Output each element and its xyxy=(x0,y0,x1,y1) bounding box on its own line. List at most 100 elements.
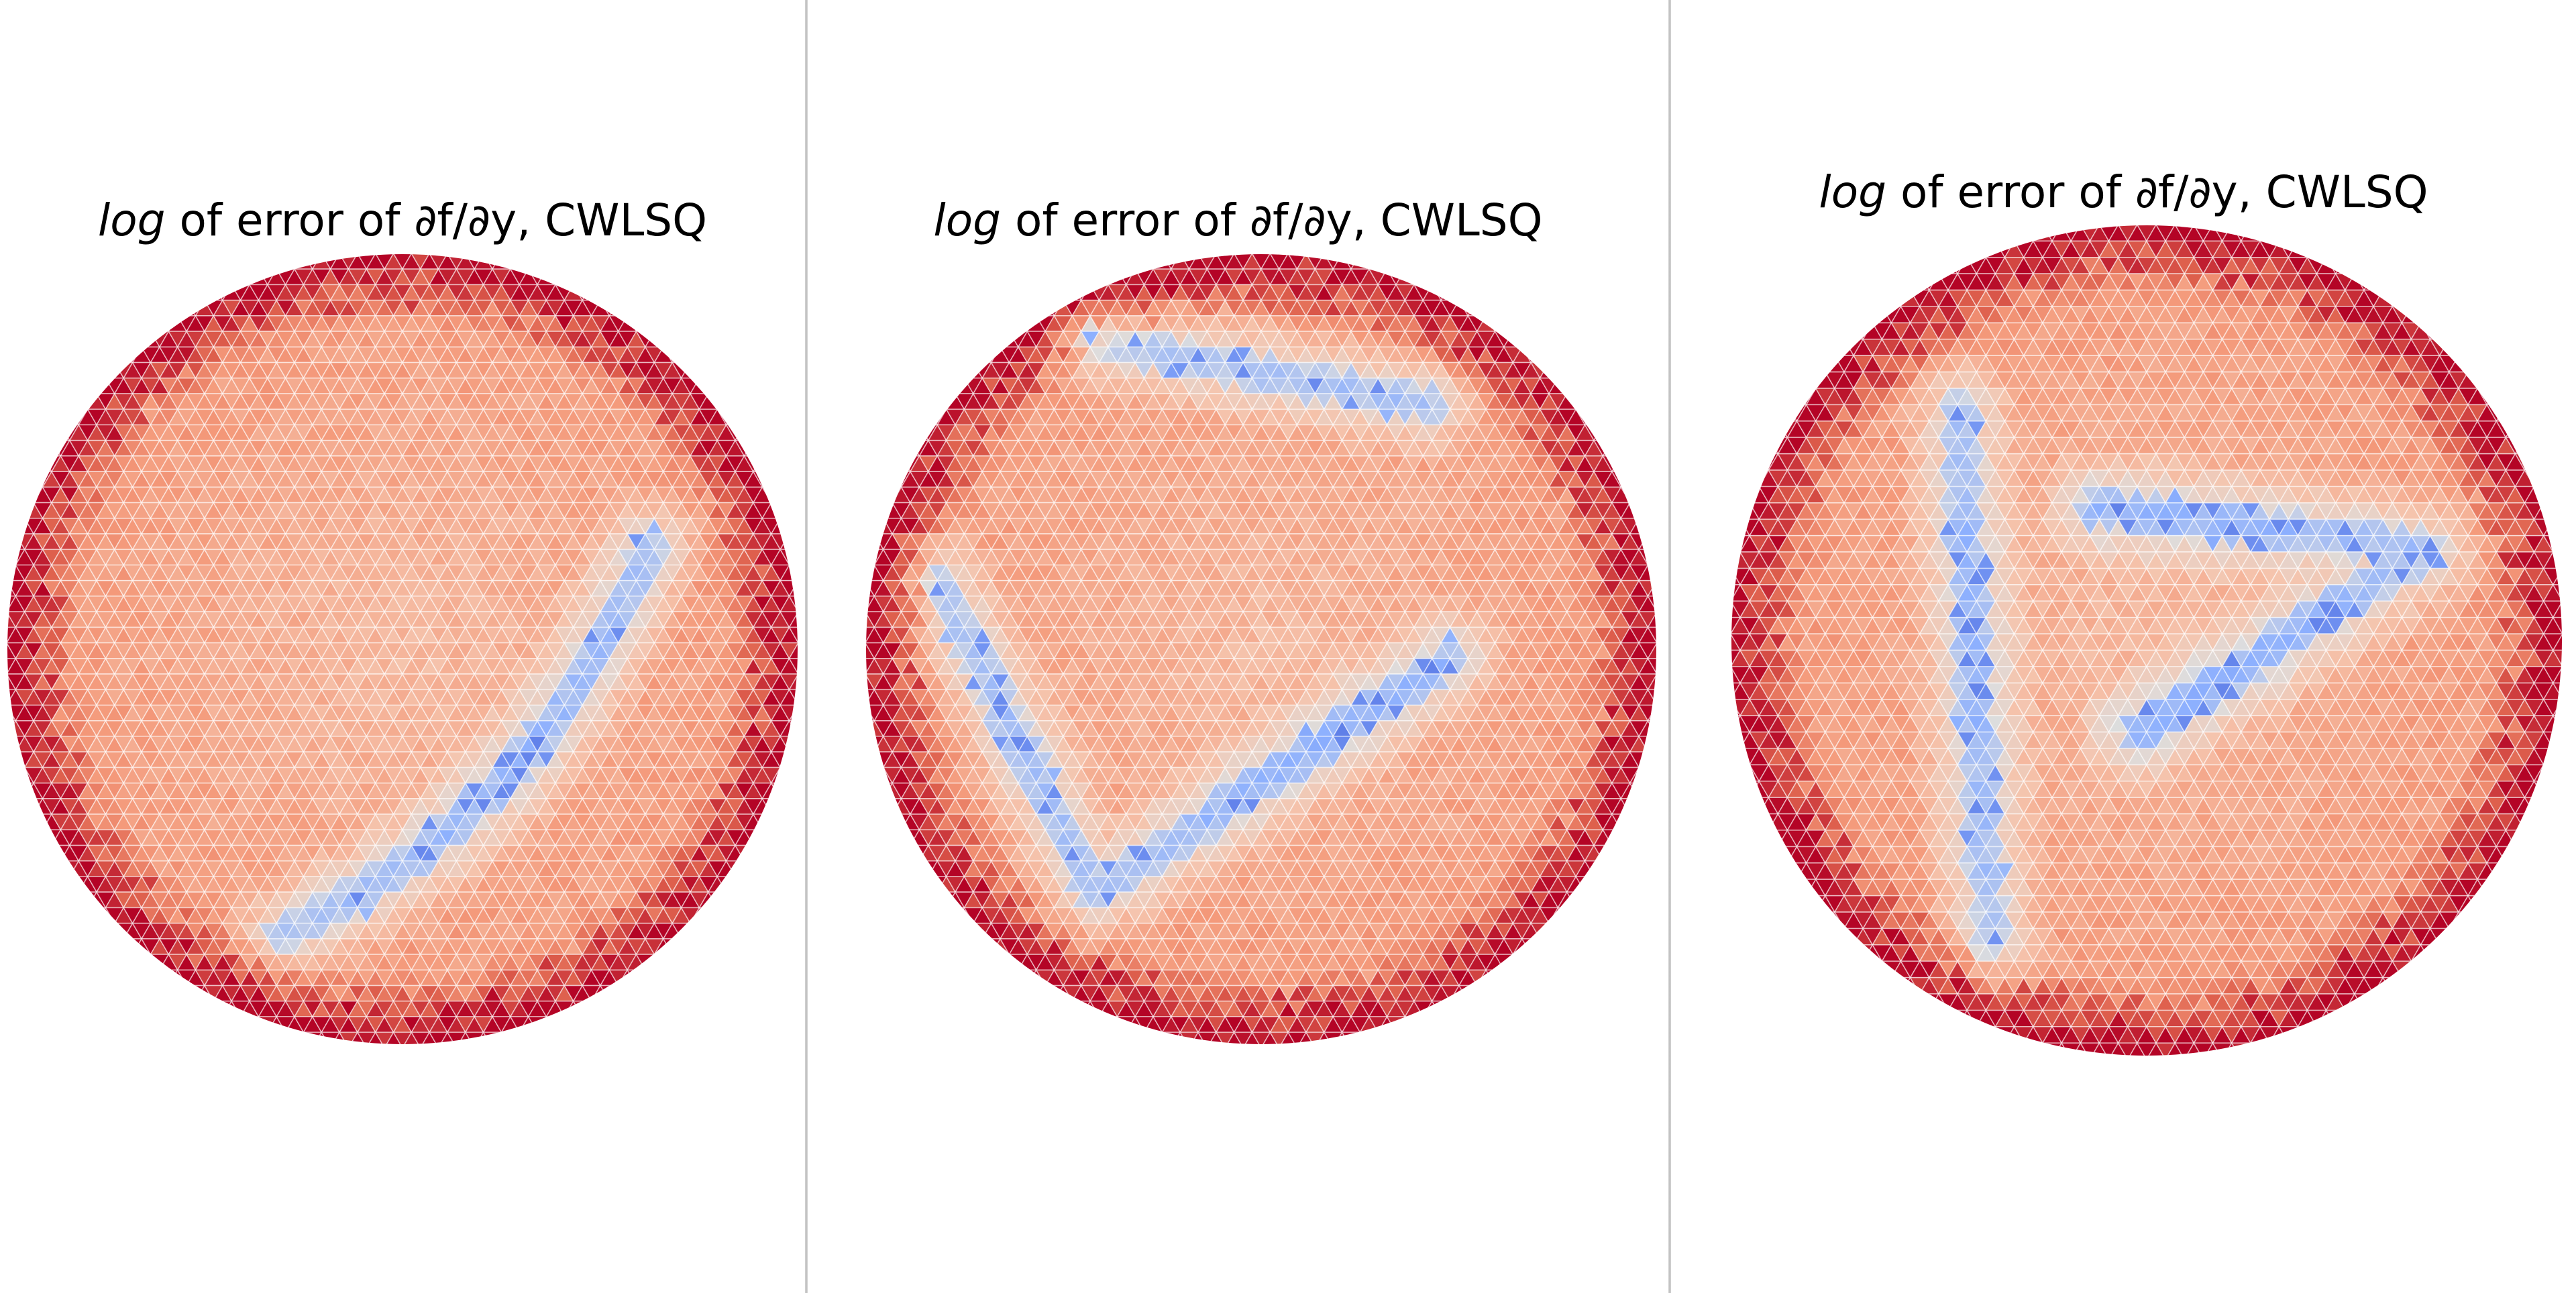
mesh-triangle xyxy=(168,985,188,1003)
mesh-triangle xyxy=(1062,283,1083,301)
mesh-triangle xyxy=(972,331,993,349)
mesh-triangle xyxy=(7,548,17,566)
mesh-triangle xyxy=(743,439,763,457)
mesh-triangle xyxy=(23,439,44,457)
mesh-triangle xyxy=(779,532,798,551)
mesh-cells xyxy=(866,254,1656,1044)
mesh-triangle xyxy=(150,315,170,332)
mesh-triangle xyxy=(770,782,790,800)
mesh-triangle xyxy=(707,906,728,924)
mesh-triangle xyxy=(1125,254,1146,270)
mesh-triangle xyxy=(303,1031,323,1044)
mesh-triangle xyxy=(564,268,584,286)
mesh-triangle xyxy=(1404,254,1424,270)
mesh-triangle xyxy=(1476,299,1496,317)
mesh-triangle xyxy=(788,766,798,784)
mesh-triangle xyxy=(7,517,26,535)
mesh-triangle xyxy=(644,315,665,333)
plot-title: log of error of ∂f/∂y, CWLSQ xyxy=(808,199,1668,243)
mesh-triangle xyxy=(500,254,521,270)
mesh-triangle xyxy=(473,254,494,270)
mesh-triangle xyxy=(7,766,17,784)
mesh-triangle xyxy=(698,907,718,925)
mesh-triangle xyxy=(95,361,116,380)
mesh-triangle xyxy=(788,751,798,769)
mesh-triangle xyxy=(7,533,17,551)
mesh-triangle xyxy=(221,268,241,286)
mesh-triangle xyxy=(1386,254,1406,270)
mesh-triangle xyxy=(945,378,965,395)
mesh-triangle xyxy=(653,954,674,972)
mesh-triangle xyxy=(1529,345,1550,363)
mesh-triangle xyxy=(545,1016,566,1033)
mesh-triangle xyxy=(536,1031,557,1044)
mesh-triangle xyxy=(1629,471,1649,488)
mesh-triangle xyxy=(1395,254,1415,270)
mesh-triangle xyxy=(927,392,948,410)
mesh-triangle xyxy=(536,268,557,286)
mesh-triangle xyxy=(1638,486,1656,504)
mesh-triangle xyxy=(105,938,125,956)
mesh-triangle xyxy=(1467,299,1487,317)
mesh-triangle xyxy=(1629,486,1649,504)
mesh-triangle xyxy=(1539,361,1559,379)
mesh-triangle xyxy=(7,767,26,785)
mesh-triangle xyxy=(131,331,152,349)
mesh-triangle xyxy=(545,268,566,286)
mesh-triangle xyxy=(1539,346,1559,364)
mesh-triangle xyxy=(15,813,35,831)
mesh-triangle xyxy=(1098,268,1118,286)
mesh-triangle xyxy=(945,361,965,379)
mesh-triangle xyxy=(1611,455,1631,473)
title-log: log xyxy=(933,194,1001,246)
mesh-triangle xyxy=(131,954,152,972)
mesh-triangle xyxy=(572,1015,592,1033)
mesh-triangle xyxy=(1044,283,1065,301)
mesh-triangle xyxy=(581,283,602,301)
mesh-triangle xyxy=(608,985,629,1002)
mesh-triangle xyxy=(788,610,798,628)
mesh-triangle xyxy=(42,408,62,426)
mesh-triangle xyxy=(671,345,692,363)
mesh-triangle xyxy=(716,907,737,925)
mesh-triangle xyxy=(1548,361,1568,380)
mesh-triangle xyxy=(891,423,912,441)
mesh-triangle xyxy=(68,891,89,909)
mesh-triangle xyxy=(1449,268,1469,286)
mesh-triangle xyxy=(195,268,215,286)
mesh-triangle xyxy=(1359,254,1379,270)
mesh-triangle xyxy=(752,844,773,862)
mesh-triangle xyxy=(1467,284,1487,302)
mesh-triangle xyxy=(644,969,665,987)
mesh-triangle xyxy=(788,673,798,691)
mesh-triangle xyxy=(608,299,629,317)
mesh-triangle xyxy=(1071,268,1091,286)
mesh-triangle xyxy=(87,378,107,395)
mesh-triangle xyxy=(653,331,674,349)
plot-panel-1: log of error of ∂f/∂y, CWLSQ xyxy=(0,0,805,1293)
mesh-triangle xyxy=(122,953,143,971)
mesh-triangle xyxy=(239,268,260,286)
mesh-triangle xyxy=(680,938,700,956)
mesh-triangle xyxy=(644,330,665,348)
mesh-triangle xyxy=(1008,315,1028,332)
mesh-triangle xyxy=(1620,455,1640,473)
mesh-triangle xyxy=(572,268,592,286)
mesh-triangle xyxy=(716,378,737,395)
mesh-triangle xyxy=(761,813,782,831)
mesh-triangle xyxy=(734,876,755,893)
mesh-triangle xyxy=(87,922,107,940)
mesh-triangle xyxy=(1521,330,1542,348)
mesh-triangle xyxy=(258,254,278,270)
mesh-triangle xyxy=(698,922,718,940)
mesh-triangle xyxy=(635,968,655,987)
mesh-triangle xyxy=(1152,254,1173,270)
mesh-triangle xyxy=(1584,393,1604,410)
mesh-triangle xyxy=(509,254,530,270)
mesh-triangle xyxy=(140,969,161,987)
mesh-triangle xyxy=(203,1000,224,1017)
mesh-triangle xyxy=(15,797,35,815)
mesh-triangle xyxy=(599,1000,620,1017)
mesh-triangle xyxy=(113,331,134,349)
mesh-triangle xyxy=(1440,283,1460,301)
